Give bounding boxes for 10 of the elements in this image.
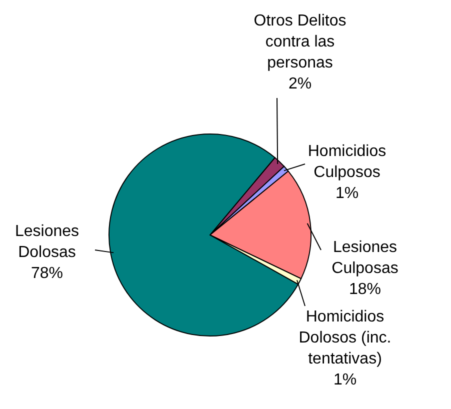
data-label: 78% [30, 264, 64, 282]
slice-label: Homicidios Culposos [308, 142, 386, 180]
slice-label: Lesiones Dolosas [14, 222, 80, 260]
data-label: 1% [333, 371, 357, 388]
slice-label: Otros Delitos contra las personas [254, 12, 346, 71]
data-label: 1% [335, 184, 359, 202]
slice-label: Lesiones Culposas [332, 238, 398, 276]
data-label: 2% [288, 75, 312, 92]
data-label: 18% [348, 280, 382, 298]
slice-label: Homicidios Dolosos (inc. tentativas) [298, 308, 392, 367]
